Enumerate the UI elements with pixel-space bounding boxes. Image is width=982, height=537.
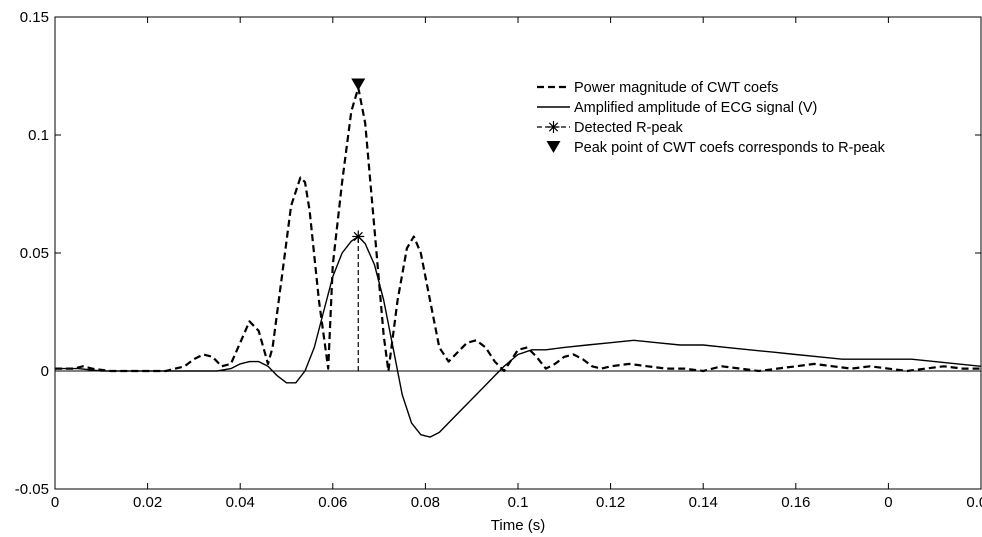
plot-background <box>55 17 981 489</box>
r-peak-asterisk-marker <box>352 230 365 243</box>
series-line-2 <box>55 235 982 438</box>
legend-item: Peak point of CWT coefs corresponds to R… <box>546 140 886 156</box>
legend-item: Power magnitude of CWT coefs <box>537 80 778 96</box>
x-tick-label: 0 <box>884 494 892 511</box>
tick-layer: 0 0.02 0.04 0.06 0.08 0.1 0.12 0.14 0.16 0 0.02 -0.… <box>15 9 982 511</box>
y-tick-label: 0 <box>41 363 49 380</box>
legend: Power magnitude of CWT coefs Amplified am… <box>537 80 886 156</box>
marker-layer <box>351 78 366 371</box>
x-tick-label: 0.08 <box>411 494 440 511</box>
x-tick-label: 0.02 <box>966 494 982 511</box>
x-tick-label: 0.1 <box>508 494 529 511</box>
x-axis-title: Time (s) <box>491 517 545 534</box>
legend-label: Power magnitude of CWT coefs <box>574 80 778 96</box>
legend-label: Detected R-peak <box>574 120 684 136</box>
cwt-peak-triangle-marker <box>351 78 366 91</box>
x-tick-label: 0 <box>51 494 59 511</box>
x-tick-label: 0.12 <box>596 494 625 511</box>
series-layer <box>55 86 982 438</box>
y-tick-label: -0.05 <box>15 481 49 498</box>
legend-item: Amplified amplitude of ECG signal (V) <box>537 100 817 116</box>
x-tick-label: 0.14 <box>689 494 718 511</box>
legend-asterisk-icon <box>547 121 560 133</box>
legend-label: Amplified amplitude of ECG signal (V) <box>574 100 817 116</box>
y-tick-label: 0.1 <box>28 127 49 144</box>
x-tick-label: 0.16 <box>781 494 810 511</box>
legend-label: Peak point of CWT coefs corresponds to R… <box>574 140 886 156</box>
legend-item: Detected R-peak <box>537 120 684 136</box>
legend-triangle-icon <box>546 141 561 153</box>
y-tick-label: 0.15 <box>20 9 49 26</box>
x-tick-label: 0.06 <box>318 494 347 511</box>
x-tick-label: 0.04 <box>226 494 255 511</box>
y-tick-label: 0.05 <box>20 245 49 262</box>
x-tick-label: 0.02 <box>133 494 162 511</box>
